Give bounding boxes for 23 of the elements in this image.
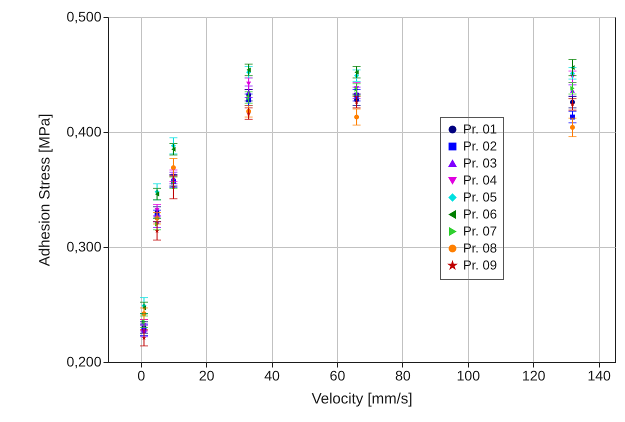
- legend-label: Pr. 01: [463, 122, 497, 136]
- x-tick-label: 100: [456, 368, 480, 384]
- x-tick-label: 40: [264, 368, 280, 384]
- legend-label: Pr. 09: [463, 258, 497, 272]
- x-tick-label: 0: [137, 368, 146, 384]
- y-tick-label: 0,500: [66, 8, 102, 24]
- legend-label: Pr. 07: [463, 224, 497, 238]
- y-tick-label: 0,400: [66, 124, 102, 140]
- x-tick-label: 120: [522, 368, 546, 384]
- x-tick-label: 60: [330, 368, 346, 384]
- legend-label: Pr. 02: [463, 138, 497, 154]
- x-axis-title: Velocity [mm/s]: [312, 390, 412, 408]
- y-tick-label: 0,300: [66, 238, 102, 254]
- y-axis-title: Adhesion Stress [MPa]: [36, 114, 54, 266]
- x-tick-label: 20: [198, 368, 215, 384]
- legend-label: Pr. 05: [463, 190, 497, 204]
- legend-label: Pr. 06: [463, 206, 497, 222]
- legend-label: Pr. 08: [463, 240, 497, 256]
- y-tick-label: 0,200: [66, 354, 102, 370]
- x-tick-label: 80: [395, 368, 411, 384]
- x-tick-label: 140: [587, 368, 612, 384]
- legend-label: Pr. 03: [463, 156, 497, 170]
- legend-label: Pr. 04: [463, 172, 497, 188]
